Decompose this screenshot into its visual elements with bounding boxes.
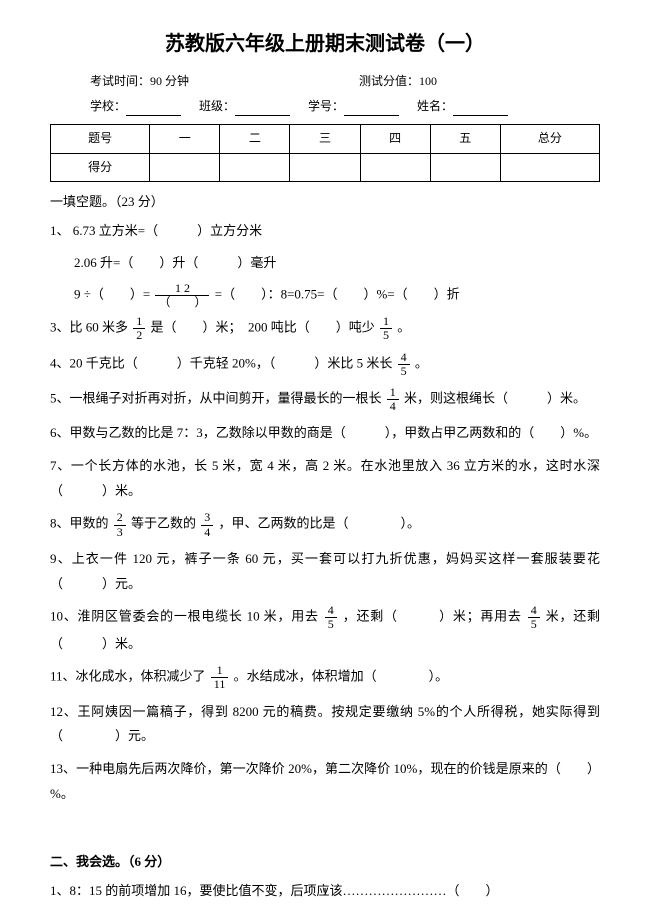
score-cell: [360, 153, 430, 181]
q11: 11、冰化成水，体积减少了 111 。水结成冰，体积增加（ ）。: [50, 664, 600, 691]
frac-num: 3: [201, 511, 213, 525]
q3: 3、比 60 米多 12 是（ ）米； 200 吨比（ ）吨少 15 。: [50, 315, 600, 342]
header-cell: 五: [430, 125, 500, 153]
section2-head: 二、我会选。（6 分）: [50, 852, 600, 873]
q4a: 4、20 千克比（ ）千克轻 20%，（ ）米比 5 米长: [50, 355, 392, 370]
header-cell: 一: [150, 125, 220, 153]
name-field: 姓名：: [417, 97, 508, 116]
q1: 1、 6.73 立方米=（ ）立方分米: [50, 219, 600, 244]
frac-den: 5: [325, 618, 337, 631]
header-cell: 四: [360, 125, 430, 153]
q11b: 。水结成冰，体积增加（ ）。: [234, 669, 449, 684]
header-cell: 总分: [500, 125, 599, 153]
frac-den: （ ）: [155, 296, 209, 309]
q12: 12、王阿姨因一篇稿子，得到 8200 元的稿费。按规定要缴纳 5%的个人所得税…: [50, 700, 600, 749]
frac-den: 4: [387, 400, 399, 413]
school-field: 学校：: [90, 97, 181, 116]
frac-den: 2: [133, 329, 145, 342]
q1b: 2.06 升=（ ）升（ ）毫升: [50, 251, 600, 276]
q8b: 等于乙数的: [131, 516, 196, 531]
frac-den: 5: [528, 618, 540, 631]
q3b: 是（ ）米； 200 吨比（ ）吨少: [151, 320, 375, 335]
frac-num: 4: [325, 604, 337, 618]
q5a: 5、一根绳子对折再对折，从中间剪开，量得最长的一根长: [50, 391, 382, 406]
score-cell: [290, 153, 360, 181]
q5: 5、一根绳子对折再对折，从中间剪开，量得最长的一根长 14 米，则这根绳长（ ）…: [50, 386, 600, 413]
q5-frac: 14: [387, 386, 399, 413]
q11a: 11、冰化成水，体积减少了: [50, 669, 206, 684]
q13: 13、一种电扇先后两次降价，第一次降价 20%，第二次降价 10%，现在的价钱是…: [50, 757, 600, 806]
q10-frac1: 45: [325, 604, 337, 631]
class-underline: [235, 102, 290, 116]
score-cell: [150, 153, 220, 181]
school-label: 学校：: [90, 97, 126, 116]
header-cell: 二: [220, 125, 290, 153]
q8-frac1: 23: [114, 511, 126, 538]
frac-den: 5: [398, 365, 410, 378]
name-label: 姓名：: [417, 97, 453, 116]
frac-num: 1 2: [155, 282, 209, 296]
q8-frac2: 34: [201, 511, 213, 538]
q8a: 8、甲数的: [50, 516, 109, 531]
frac-den: 5: [380, 329, 392, 342]
q10-frac2: 45: [528, 604, 540, 631]
q3-frac1: 12: [133, 315, 145, 342]
frac-num: 4: [528, 604, 540, 618]
table-row: 得分: [51, 153, 600, 181]
class-label: 班级：: [199, 97, 235, 116]
q8: 8、甲数的 23 等于乙数的 34 ，甲、乙两数的比是（ ）。: [50, 511, 600, 538]
score-cell: [430, 153, 500, 181]
q4b: 。: [415, 355, 428, 370]
q4: 4、20 千克比（ ）千克轻 20%，（ ）米比 5 米长 45 。: [50, 351, 600, 378]
table-row: 题号 一 二 三 四 五 总分: [51, 125, 600, 153]
id-underline: [344, 102, 399, 116]
frac-num: 4: [398, 351, 410, 365]
name-underline: [453, 102, 508, 116]
frac-den: 4: [201, 526, 213, 539]
page-title: 苏教版六年级上册期末测试卷（一）: [50, 28, 600, 60]
frac-num: 1: [387, 386, 399, 400]
page-number: 1: [0, 884, 650, 902]
q10b: ，还剩（ ）米；再用去: [343, 609, 522, 624]
id-label: 学号：: [308, 97, 344, 116]
q2-post: =（ ）：8=0.75=（ ）%=（ ）折: [215, 287, 460, 302]
q11-frac: 111: [211, 664, 229, 691]
score-table: 题号 一 二 三 四 五 总分 得分: [50, 124, 600, 181]
q3a: 3、比 60 米多: [50, 320, 128, 335]
frac-num: 1: [133, 315, 145, 329]
q6: 6、甲数与乙数的比是 7：3，乙数除以甲数的商是（ ），甲数占甲乙两数和的（ ）…: [50, 421, 600, 446]
id-field: 学号：: [308, 97, 399, 116]
q7: 7、一个长方体的水池，长 5 米，宽 4 米，高 2 米。在水池里放入 36 立…: [50, 454, 600, 503]
q2-pre: 9 ÷（ ）=: [74, 287, 150, 302]
frac-den: 11: [211, 678, 229, 691]
frac-den: 3: [114, 526, 126, 539]
exam-time: 考试时间：90 分钟: [90, 72, 189, 91]
frac-num: 1: [211, 664, 229, 678]
class-field: 班级：: [199, 97, 290, 116]
q4-frac: 45: [398, 351, 410, 378]
q5b: 米，则这根绳长（ ）米。: [404, 391, 586, 406]
q9: 9、上衣一件 120 元，裤子一条 60 元，买一套可以打九折优惠，妈妈买这样一…: [50, 547, 600, 596]
school-underline: [126, 102, 181, 116]
q10: 10、淮阴区管委会的一根电缆长 10 米，用去 45 ，还剩（ ）米；再用去 4…: [50, 604, 600, 656]
meta-row: 考试时间：90 分钟 测试分值：100: [50, 72, 600, 91]
q8c: ，甲、乙两数的比是（ ）。: [219, 516, 421, 531]
frac-num: 1: [380, 315, 392, 329]
header-cell: 三: [290, 125, 360, 153]
form-row: 学校： 班级： 学号： 姓名：: [50, 97, 600, 116]
q3c: 。: [397, 320, 410, 335]
header-cell: 题号: [51, 125, 150, 153]
score-cell: [220, 153, 290, 181]
q2: 9 ÷（ ）= 1 2 （ ） =（ ）：8=0.75=（ ）%=（ ）折: [50, 282, 600, 309]
row-label-cell: 得分: [51, 153, 150, 181]
q2-frac: 1 2 （ ）: [155, 282, 209, 309]
score-cell: [500, 153, 599, 181]
q10a: 10、淮阴区管委会的一根电缆长 10 米，用去: [50, 609, 319, 624]
section1-head: 一填空题。（23 分）: [50, 192, 600, 213]
q3-frac2: 15: [380, 315, 392, 342]
frac-num: 2: [114, 511, 126, 525]
score-total: 测试分值：100: [359, 72, 437, 91]
